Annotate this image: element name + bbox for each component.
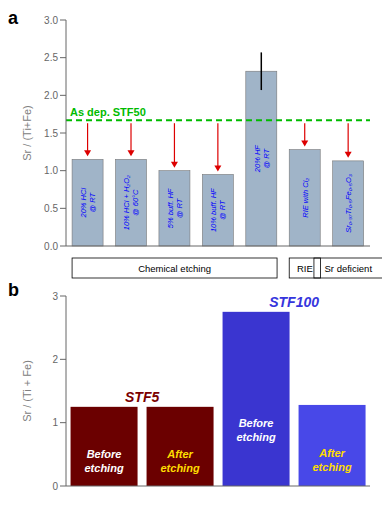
svg-text:5% buff. HF@ RT: 5% buff. HF@ RT	[165, 188, 183, 228]
svg-text:Beforeetching: Beforeetching	[84, 448, 123, 474]
svg-text:20% HCl@ RT: 20% HCl@ RT	[79, 188, 97, 219]
html-text:b: b	[8, 280, 19, 300]
svg-text:Sr deficient: Sr deficient	[325, 263, 373, 274]
svg-text:1.0: 1.0	[44, 165, 58, 176]
svg-text:RIE: RIE	[297, 263, 313, 274]
svg-text:Sr₀.₉₇Ti₀.₅Fe₀.₅O₃: Sr₀.₉₇Ti₀.₅Fe₀.₅O₃	[344, 174, 353, 233]
svg-text:2.5: 2.5	[44, 52, 58, 63]
svg-text:3.0: 3.0	[44, 15, 58, 26]
svg-text:20% HF@ RT: 20% HF@ RT	[252, 145, 270, 174]
svg-text:Sr / (Ti+Fe): Sr / (Ti+Fe)	[21, 105, 33, 161]
svg-text:STF100: STF100	[269, 294, 319, 310]
svg-text:2: 2	[52, 354, 58, 365]
svg-text:10% buff. HF@ RT: 10% buff. HF@ RT	[209, 188, 227, 232]
svg-text:Afteretching: Afteretching	[312, 447, 351, 473]
svg-text:STF5: STF5	[125, 389, 159, 405]
svg-text:Chemical etching: Chemical etching	[138, 263, 211, 274]
svg-text:3: 3	[52, 291, 58, 302]
svg-text:0: 0	[52, 481, 58, 492]
svg-text:0.5: 0.5	[44, 203, 58, 214]
svg-text:0.0: 0.0	[44, 241, 58, 252]
svg-text:As dep. STF50: As dep. STF50	[70, 106, 146, 118]
svg-text:Sr / (Ti + Fe): Sr / (Ti + Fe)	[21, 360, 33, 422]
svg-text:1.5: 1.5	[44, 128, 58, 139]
svg-text:Beforeetching: Beforeetching	[236, 417, 275, 443]
svg-text:RIE with Cl₂: RIE with Cl₂	[300, 178, 309, 218]
svg-text:Afteretching: Afteretching	[160, 448, 199, 474]
svg-text:2.0: 2.0	[44, 90, 58, 101]
svg-text:10% HCl + H₂O₂@ 60°C: 10% HCl + H₂O₂@ 60°C	[122, 175, 140, 230]
svg-text:1: 1	[52, 417, 58, 428]
html-text:a: a	[8, 8, 18, 28]
